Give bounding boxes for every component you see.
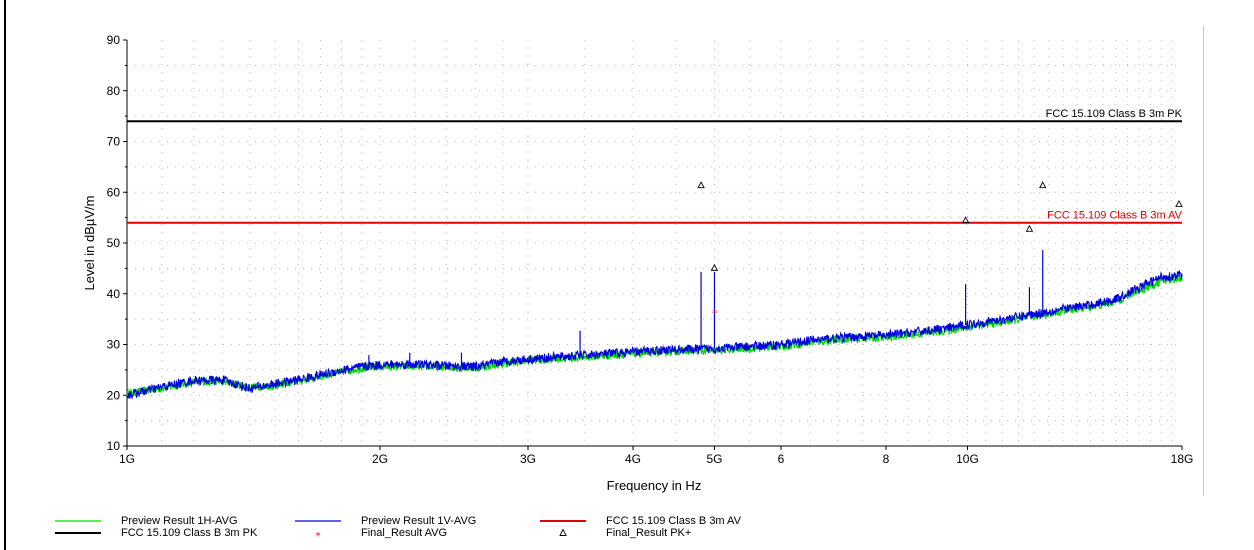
- x-axis-title: Frequency in Hz: [607, 478, 702, 493]
- series-layer: [126, 250, 1183, 400]
- y-tick-label: 40: [107, 287, 121, 301]
- svg-text:*: *: [316, 531, 321, 537]
- legend-swatch: [55, 517, 101, 525]
- limit-label-av: FCC 15.109 Class B 3m AV: [1047, 210, 1183, 222]
- legend-label: FCC 15.109 Class B 3m PK: [121, 527, 258, 539]
- final-result-pk-marker: [1025, 224, 1034, 232]
- chart-frame-right: [1203, 26, 1204, 496]
- limit-lines: FCC 15.109 Class B 3m PK FCC 15.109 Class…: [127, 108, 1183, 224]
- limit-label-pk: FCC 15.109 Class B 3m PK: [1046, 108, 1183, 120]
- legend-swatch: [295, 517, 341, 525]
- y-tick-labels: 10 20 30 40 50 60 70 80 90: [107, 33, 127, 453]
- final-result-pk-marker: [961, 216, 970, 224]
- page-border: [4, 0, 6, 550]
- x-tick-label: 8: [883, 452, 890, 466]
- legend-label: Final_Result PK+: [606, 527, 692, 539]
- series-line-1v-avg: [126, 269, 1183, 400]
- y-tick-label: 10: [107, 439, 121, 453]
- legend: Preview Result 1H-AVG Preview Result 1V-A…: [55, 514, 815, 546]
- x-tick-label: 6: [778, 452, 785, 466]
- legend-label: Preview Result 1V-AVG: [361, 515, 477, 527]
- x-tick-labels: 1G 2G 3G 4G 5G 6 8 10G 18G: [119, 446, 1193, 466]
- x-tick-label: 3G: [520, 452, 536, 466]
- x-tick-label: 18G: [1171, 452, 1194, 466]
- y-tick-label: 70: [107, 135, 121, 149]
- emission-chart: 10 20 30 40 50 60 70 80 90 1G 2G 3G 4G 5G 6 8 10G 18G FC…: [82, 33, 1193, 493]
- x-tick-label: 10G: [956, 452, 979, 466]
- x-tick-label: 4G: [625, 452, 641, 466]
- final-result-pk-marker: [710, 263, 719, 271]
- final-result-avg-marker: *: [712, 309, 717, 320]
- x-tick-label: 2G: [372, 452, 388, 466]
- legend-swatch: [540, 517, 586, 525]
- x-tick-label: 1G: [119, 452, 135, 466]
- final-result-pk-marker: [1038, 181, 1047, 189]
- legend-swatch: [55, 529, 101, 537]
- y-tick-label: 30: [107, 338, 121, 352]
- y-tick-label: 80: [107, 84, 121, 98]
- y-tick-label: 90: [107, 33, 121, 47]
- legend-swatch: [540, 529, 586, 537]
- legend-label: Final_Result AVG: [361, 527, 448, 539]
- legend-label: Preview Result 1H-AVG: [121, 515, 238, 527]
- y-tick-label: 20: [107, 388, 121, 402]
- y-tick-label: 60: [107, 185, 121, 199]
- legend-swatch: *: [295, 529, 341, 537]
- legend-label: FCC 15.109 Class B 3m AV: [606, 515, 741, 527]
- final-result-pk-marker: [1175, 199, 1183, 207]
- final-result-markers: *: [697, 181, 1183, 320]
- y-axis-title: Level in dBµV/m: [82, 196, 97, 291]
- y-tick-label: 50: [107, 236, 121, 250]
- final-result-pk-marker: [697, 181, 705, 189]
- x-tick-label: 5G: [706, 452, 722, 466]
